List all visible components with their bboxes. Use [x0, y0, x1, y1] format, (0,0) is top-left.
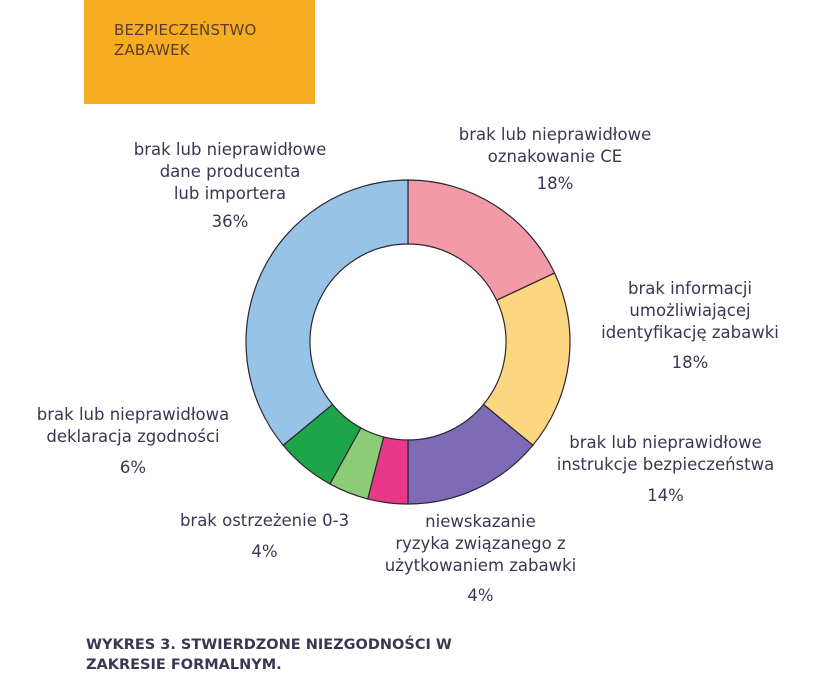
header-title-line-2: ZABAWEK: [114, 41, 190, 59]
caption-line-1: WYKRES 3. STWIERDZONE NIEZGODNOŚCI W: [86, 637, 452, 653]
header-title-line-1: BEZPIECZEŃSTWO: [114, 21, 257, 39]
slice-label-identification: brak informacji umożliwiającej identyfik…: [560, 278, 820, 374]
slice-label-text: brak lub nieprawidłowe: [458, 125, 652, 144]
slice-label-text: brak informacji: [627, 279, 753, 298]
slice-label-text: brak ostrzeżenie 0-3: [179, 511, 350, 530]
slice-label-manufacturer-data: brak lub nieprawidłowe dane producenta l…: [115, 139, 345, 233]
slice-value-label: 14%: [647, 486, 684, 505]
header-title: BEZPIECZEŃSTWO ZABAWEK: [114, 20, 257, 60]
slice-value-label: 36%: [211, 212, 249, 231]
slice-label-text: brak lub nieprawidłowe: [133, 140, 327, 159]
slice-value-label: 18%: [671, 353, 709, 372]
slice-label-text: dane producenta: [159, 162, 301, 181]
slice-label-text: lub importera: [173, 184, 287, 203]
slice-label-text: identyfikację zabawki: [601, 323, 779, 342]
donut-slice-manufacturer-data: [245, 179, 409, 447]
slice-label-text: instrukcje bezpieczeństwa: [556, 455, 775, 474]
slice-label-warning: brak ostrzeżenie 0-3 4%: [172, 510, 357, 563]
slice-label-text: umożliwiającej: [629, 301, 751, 320]
slice-value-label: 6%: [119, 458, 147, 477]
slice-value-label: 4%: [467, 586, 494, 605]
header-banner: BEZPIECZEŃSTWO ZABAWEK: [84, 0, 315, 104]
slice-label-text: brak lub nieprawidłowe: [569, 433, 762, 452]
slice-label-text: brak lub nieprawidłowa: [36, 405, 230, 424]
slice-label-safety-instructions: brak lub nieprawidłowe instrukcje bezpie…: [543, 432, 788, 507]
slice-label-declaration: brak lub nieprawidłowa deklaracja zgodno…: [22, 404, 244, 479]
caption-line-2: ZAKRESIE FORMALNYM.: [86, 657, 282, 673]
slice-label-text: oznakowanie CE: [487, 147, 623, 166]
slice-label-text: użytkowaniem zabawki: [384, 556, 577, 575]
slice-label-risk: niewskazanie ryzyka związanego z użytkow…: [368, 511, 593, 607]
slice-label-ce-marking: brak lub nieprawidłowe oznakowanie CE 18…: [420, 124, 690, 195]
slice-value-label: 4%: [251, 542, 278, 561]
slice-label-text: ryzyka związanego z: [395, 534, 566, 553]
slice-value-label: 18%: [536, 174, 574, 193]
slice-label-text: niewskazanie: [425, 512, 536, 531]
slice-label-text: deklaracja zgodności: [46, 427, 220, 446]
donut-slice-ce-marking: [407, 179, 556, 302]
chart-caption: WYKRES 3. STWIERDZONE NIEZGODNOŚCI W ZAK…: [86, 635, 452, 675]
